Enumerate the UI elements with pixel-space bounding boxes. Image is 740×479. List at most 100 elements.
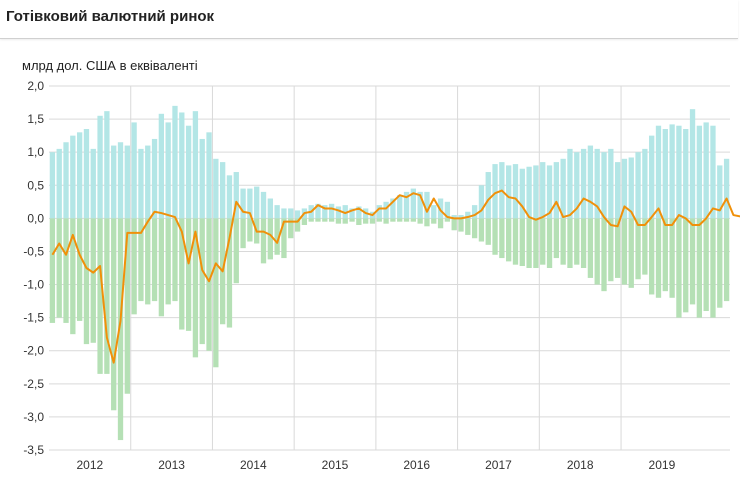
bar-positive [274,205,280,219]
bar-negative [260,218,267,264]
bar-positive [512,164,519,219]
bar-positive [328,203,335,219]
bar-negative [410,218,416,222]
bar-negative [328,218,335,222]
bar-negative [117,218,124,441]
bar-negative [417,218,423,224]
bar-positive [431,205,437,219]
bar-negative [601,218,607,292]
bar-negative [628,218,634,288]
bar-negative [138,218,144,302]
bar-positive [138,148,144,219]
bar-negative [111,218,117,411]
bar-negative [369,218,376,224]
bar-negative [192,218,199,358]
x-tick-label: 2017 [485,458,512,472]
bar-negative [49,218,56,323]
bar-negative [308,218,314,222]
bar-negative [567,218,573,268]
bar-positive [233,172,239,219]
bar-positive [49,152,56,219]
bar-negative [519,218,525,267]
bar-negative [506,218,512,262]
bar-positive [356,206,362,219]
bar-negative [335,218,342,224]
bar-negative [478,218,485,242]
bar-negative [553,218,560,259]
bar-positive [383,201,389,219]
bar-positive [424,191,430,219]
bar-positive [288,208,294,219]
bar-positive [553,162,560,219]
bar-negative [723,218,730,302]
bar-negative [63,218,69,323]
bar-positive [179,112,185,219]
x-tick-label: 2016 [403,458,430,472]
bar-positive [574,152,580,219]
bar-positive [294,210,301,219]
bar-positive [723,158,730,219]
y-tick-label: 2,0 [27,79,44,93]
y-tick-label: -3,0 [23,410,44,424]
bar-negative [301,218,308,225]
bar-negative [676,218,682,318]
bar-positive [696,125,703,219]
bar-positive [70,135,76,219]
bar-negative [267,218,273,260]
bar-negative [614,218,621,278]
y-tick-label: -2,5 [23,377,44,391]
bar-positive [240,188,246,219]
bar-positive [458,215,464,219]
bar-negative [315,218,321,222]
bar-positive [111,145,117,219]
y-tick-label: -3,5 [23,443,44,457]
bar-negative [158,218,165,317]
y-tick-label: 1,5 [27,112,44,126]
x-tick-label: 2012 [77,458,104,472]
bar-negative [485,218,491,245]
bar-positive [390,198,396,219]
bar-positive [710,125,716,219]
bar-positive [526,166,532,219]
bar-positive [594,148,600,219]
bar-negative [145,218,151,305]
bar-negative [83,218,90,345]
x-tick-label: 2013 [158,458,185,472]
bar-positive [63,142,69,219]
bar-negative [444,218,451,222]
y-axis-label: млрд дол. США в еквіваленті [22,58,198,73]
bar-negative [240,218,246,249]
bar-positive [669,124,675,219]
bar-negative [424,218,430,227]
bar-negative [104,218,110,374]
bar-positive [267,198,273,219]
bar-negative [403,218,410,222]
bar-positive [465,211,471,219]
y-tick-label: 1,0 [27,145,44,159]
x-tick-label: 2018 [567,458,594,472]
bar-positive [376,205,382,219]
bar-positive [226,175,233,219]
bar-negative [274,218,280,255]
bar-negative [649,218,655,295]
bar-positive [471,205,478,219]
bar-negative [594,218,600,285]
x-tick-label: 2019 [649,458,676,472]
bar-negative [185,218,192,331]
bar-negative [642,218,648,275]
bar-positive [145,145,151,219]
bar-positive [655,125,662,219]
bar-negative [526,218,532,268]
bar-negative [206,218,212,351]
bar-negative [683,218,689,313]
bar-positive [342,205,348,219]
bar-negative [349,218,355,222]
bar-positive [614,162,621,219]
bar-positive [83,129,90,219]
bar-negative [363,218,369,224]
bar-negative [512,218,519,265]
bar-negative [471,218,478,239]
bar-negative [533,218,539,268]
bar-negative [376,218,382,222]
bar-negative [151,218,158,302]
